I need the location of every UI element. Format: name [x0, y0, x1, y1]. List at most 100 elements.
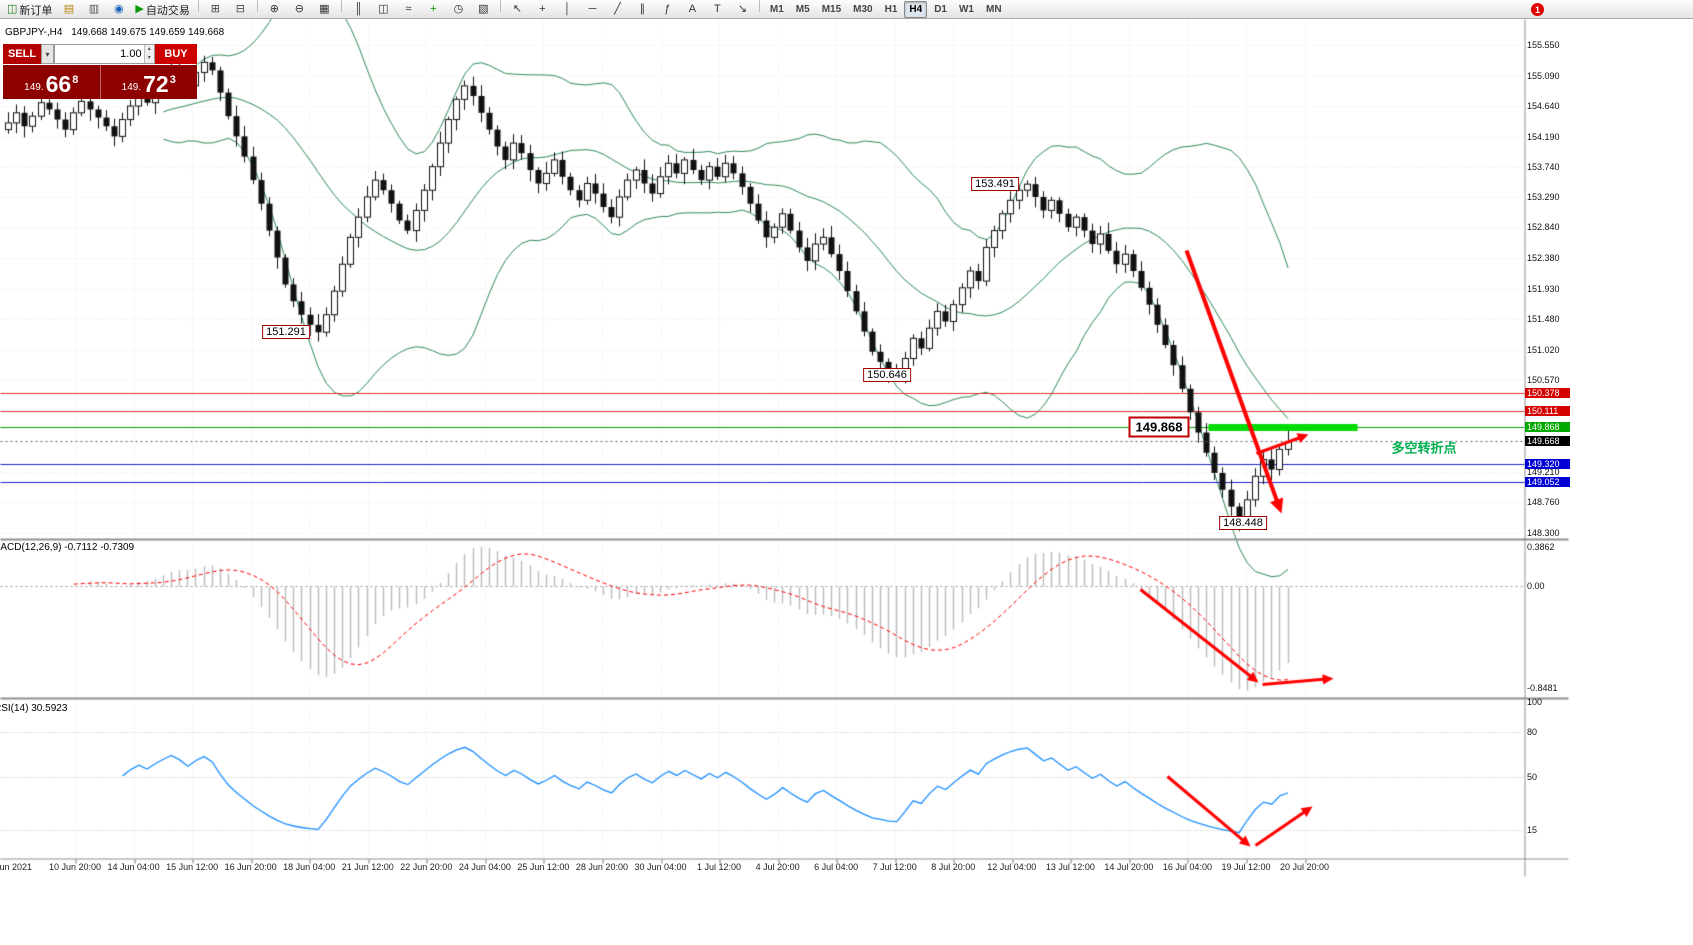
time-axis-label: 18 Jun 04:00	[283, 862, 336, 872]
timeframe-h1-button[interactable]: H1	[884, 3, 898, 15]
notification-badge[interactable]: 1	[1531, 3, 1544, 16]
toolbar-separator	[758, 0, 760, 13]
time-axis-label: 28 Jun 20:00	[575, 862, 628, 872]
price-axis-tick: 151.020	[1527, 344, 1560, 355]
price-line-tag: 150.378	[1525, 388, 1570, 399]
zoom-out-button[interactable]: ⊖	[288, 1, 311, 19]
timeframe-m1-button[interactable]: M1	[769, 3, 784, 15]
profiles-button[interactable]: ▤	[57, 1, 80, 19]
autotrading-icon: ▶	[135, 3, 144, 16]
horizontal-line-button[interactable]: ─	[581, 1, 604, 19]
horizontal-line-icon: ─	[588, 3, 597, 16]
zoom-in-button[interactable]: ⊕	[263, 1, 286, 19]
timeframe-buttons-group: M1 M5 M15 M30 H1 H4 D1 W1 MN	[764, 0, 1008, 18]
new-order-icon: ◫	[7, 3, 18, 16]
new-order-button[interactable]: ◫ 新订单	[4, 1, 55, 19]
print-icon: ▥	[88, 3, 100, 16]
trendline-button[interactable]: ╱	[606, 1, 629, 19]
timeframe-m15-button[interactable]: M15	[821, 3, 842, 15]
buy-button[interactable]: BUY	[155, 44, 197, 64]
add-indicator-button[interactable]: +	[422, 1, 445, 19]
fibonacci-button[interactable]: ƒ	[656, 1, 679, 19]
cursor-button[interactable]: ↖	[506, 1, 529, 19]
volume-input[interactable]	[55, 45, 144, 63]
refresh-button[interactable]: ◉	[107, 1, 130, 19]
main-toolbar: ◫ 新订单 ▤ ▥ ◉ ▶ 自动交易 ⊞ ⊟ ⊕ ⊖ ▦ ║ ◫ ≈ + ◷ ▧ ↖ + │ ─ ╱ ∥ ƒ A T ↘ M1 M5 M1…	[0, 0, 1693, 19]
bid-price-button[interactable]: 149. 66 8	[3, 65, 100, 99]
time-axis-label: 10 Jun 20:00	[48, 862, 102, 872]
time-axis-label: 15 Jun 12:00	[166, 862, 219, 872]
rsi-indicator-label: RSI(14) 30.5923	[0, 703, 68, 714]
timeframe-mn-button[interactable]: MN	[985, 3, 1002, 15]
price-flag-label[interactable]: 151.291	[262, 324, 310, 339]
price-axis-tick: 154.190	[1527, 131, 1560, 142]
time-axis-label: 21 Jun 12:00	[341, 862, 394, 872]
time-axis-label: 30 Jun 04:00	[634, 862, 687, 872]
ask-price-button[interactable]: 149. 72 3	[101, 65, 198, 99]
sell-button[interactable]: SELL	[3, 44, 41, 64]
macd-indicator-label: MACD(12,26,9) -0.7112 -0.7309	[0, 542, 135, 553]
timeframe-h4-button[interactable]: H4	[904, 0, 928, 18]
period-button[interactable]: ◷	[447, 1, 470, 19]
autotrading-button[interactable]: ▶ 自动交易	[132, 1, 192, 19]
text-label-icon: T	[714, 3, 721, 16]
bar-chart-button[interactable]: ║	[347, 1, 370, 19]
vertical-line-icon: │	[563, 3, 571, 16]
time-axis-label: 14 Jul 20:00	[1104, 862, 1154, 872]
time-axis-label: 14 Jun 04:00	[107, 862, 160, 872]
autotrading-label: 自动交易	[145, 4, 190, 17]
quote-prices: 149. 66 8 149. 72 3	[3, 65, 197, 99]
tile-windows-icon: ⊟	[235, 3, 245, 16]
template-button[interactable]: ▧	[472, 1, 495, 19]
price-flag-label[interactable]: 153.491	[971, 176, 1019, 191]
macd-axis-label: 0.3862	[1527, 542, 1555, 552]
arrows-button[interactable]: ↘	[731, 1, 754, 19]
annotation-note[interactable]: 多空转折点	[1391, 440, 1457, 456]
bid-prefix: 149.	[24, 82, 44, 93]
channel-button[interactable]: ∥	[631, 1, 654, 19]
time-axis-label: 20 Jul 20:00	[1280, 862, 1330, 872]
price-axis-tick: 155.550	[1527, 40, 1560, 50]
time-axis-label: 1 Jul 12:00	[697, 862, 742, 872]
price-line-tag: 149.052	[1525, 477, 1570, 488]
cascade-windows-icon: ⊞	[210, 3, 220, 16]
time-axis-label: Jun 2021	[0, 862, 33, 872]
text-icon: A	[688, 3, 697, 16]
tile-windows-button[interactable]: ⊟	[229, 1, 252, 19]
timeframe-d1-button[interactable]: D1	[934, 3, 947, 15]
price-axis-tick: 148.300	[1527, 528, 1560, 538]
price-axis-tick: 152.840	[1527, 222, 1560, 233]
volume-up-button[interactable]: ▴	[144, 45, 154, 54]
price-flag-label[interactable]: 149.868	[1128, 416, 1190, 438]
timeframe-m30-button[interactable]: M30	[853, 3, 873, 15]
bid-pipette: 8	[72, 74, 79, 86]
print-button[interactable]: ▥	[82, 1, 105, 19]
candlestick-chart-button[interactable]: ◫	[372, 1, 395, 19]
volume-stepper: ▴ ▾	[143, 45, 154, 63]
bid-big-digits: 66	[45, 71, 72, 97]
crosshair-button[interactable]: +	[531, 1, 554, 19]
macd-axis-label: 0.00	[1527, 580, 1545, 591]
macd-axis-label: -0.8481	[1527, 683, 1558, 693]
cascade-windows-button[interactable]: ⊞	[204, 1, 227, 19]
chart-canvas[interactable]	[0, 19, 1693, 945]
fibonacci-icon: ƒ	[664, 3, 671, 16]
vertical-line-button[interactable]: │	[556, 1, 579, 19]
time-axis-label: 8 Jul 20:00	[931, 862, 976, 872]
price-flag-label[interactable]: 150.646	[863, 368, 911, 383]
price-flag-label[interactable]: 148.448	[1219, 516, 1267, 531]
price-axis-tick: 152.380	[1527, 253, 1560, 264]
channel-icon: ∥	[639, 3, 646, 16]
time-axis-label: 22 Jun 20:00	[400, 862, 453, 872]
timeframe-w1-button[interactable]: W1	[958, 3, 974, 15]
time-axis-label: 16 Jul 04:00	[1162, 862, 1212, 872]
text-button[interactable]: A	[681, 1, 704, 19]
text-label-button[interactable]: T	[706, 1, 729, 19]
line-chart-button[interactable]: ≈	[397, 1, 420, 19]
volume-down-button[interactable]: ▾	[144, 54, 154, 63]
timeframe-m5-button[interactable]: M5	[795, 3, 810, 15]
new-order-label: 新订单	[19, 4, 53, 17]
auto-arrange-button[interactable]: ▦	[313, 1, 336, 19]
sell-dropdown-icon[interactable]: ▾	[41, 44, 54, 64]
